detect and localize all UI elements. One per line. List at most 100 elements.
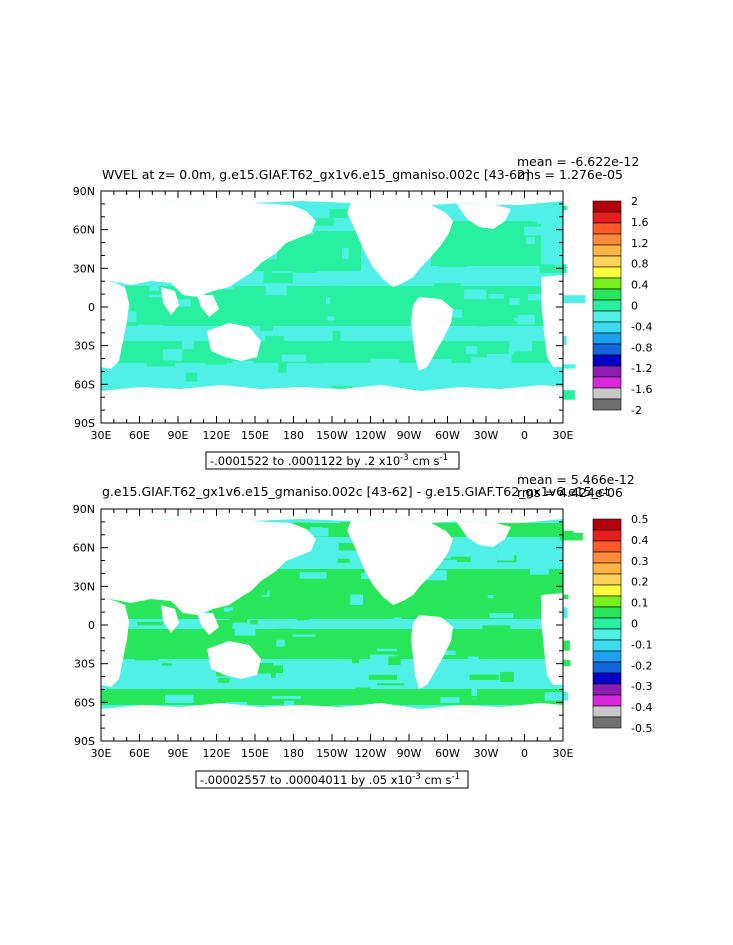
field-cell [326, 285, 343, 298]
y-tick-label: 60S [74, 696, 95, 709]
field-cell [329, 208, 349, 218]
field-cell [313, 377, 321, 385]
colorbar-swatch [592, 398, 622, 411]
colorbar-swatch [592, 683, 622, 696]
field-cell [148, 294, 173, 298]
field-cell [331, 560, 357, 566]
field-cell [134, 653, 159, 661]
field-cell [318, 311, 341, 315]
field-cell [496, 305, 522, 312]
panel-2-colorbar: 0.5 0.4 0.3 0.2 0.1 0 -0.1 -0.2 -0.3 -0.4 -0.5 [592, 513, 652, 735]
field-cell [271, 670, 276, 678]
field-cell [345, 288, 353, 300]
field-cell [487, 595, 494, 599]
colorbar-swatch [592, 606, 622, 619]
field-cell [526, 236, 536, 244]
colorbar-swatch [592, 540, 622, 553]
field-cell [451, 334, 460, 340]
field-cell [504, 236, 509, 248]
field-cell [185, 372, 198, 382]
field-cell [509, 298, 520, 307]
field-cell [263, 273, 293, 284]
field-cell [368, 674, 397, 680]
y-tick-label: 60S [74, 378, 95, 391]
x-tick-label: 90W [397, 747, 422, 760]
field-cell [489, 613, 514, 618]
colorbar-label: 1.6 [631, 216, 649, 229]
y-tick-label: 60N [73, 542, 95, 555]
positive-region [101, 629, 563, 659]
panel-2-range-exponent: -3 [412, 772, 420, 782]
field-cell [452, 245, 466, 255]
colorbar-label: 0.1 [631, 597, 649, 610]
colorbar-swatch [592, 694, 622, 707]
colorbar-label: 0.5 [631, 513, 649, 526]
field-cell [547, 204, 562, 212]
colorbar-label: 0.2 [631, 576, 649, 589]
field-cell [137, 621, 163, 626]
colorbar-swatch [592, 650, 622, 663]
field-cell [171, 615, 190, 619]
x-tick-label: 60W [435, 429, 460, 442]
field-cell [321, 525, 348, 528]
field-cell [312, 690, 331, 697]
field-cell [341, 248, 349, 259]
field-cell [467, 668, 474, 672]
colorbar-label: 0.4 [631, 534, 649, 547]
field-cell [302, 652, 309, 659]
field-cell [562, 205, 567, 211]
colorbar-label: -0.2 [631, 659, 652, 672]
field-cell [161, 663, 172, 666]
colorbar-label: 0.3 [631, 555, 649, 568]
colorbar-label: -0.5 [631, 722, 652, 735]
field-cell [436, 258, 466, 266]
colorbar-label: -0.4 [631, 320, 652, 333]
field-cell [434, 283, 461, 293]
field-cell [162, 349, 183, 361]
panel-1-mean: mean = -6.622e-12 [517, 154, 639, 169]
field-cell [313, 556, 343, 561]
field-cell [356, 679, 363, 688]
panel-1-range-unit-exponent: -1 [440, 453, 448, 463]
y-tick-label: 90S [74, 417, 95, 430]
colorbar-label: 0.4 [631, 279, 649, 292]
colorbar-swatch [592, 233, 622, 246]
field-cell [326, 578, 351, 584]
y-tick-label: 90N [73, 503, 95, 516]
x-tick-label: 120W [355, 747, 387, 760]
field-cell [195, 328, 203, 334]
field-cell [304, 218, 334, 226]
field-cell [514, 570, 524, 578]
field-cell [151, 299, 167, 302]
colorbar-swatch [592, 376, 622, 389]
y-tick-label: 30N [73, 580, 95, 593]
panel-2-range-unit: cm s [421, 773, 452, 787]
field-cell [196, 641, 215, 647]
panel-1-range-exponent: -3 [400, 453, 408, 463]
panel-1-axes: 30E 60E 90E 120E 150E 180 150W 120W 90W 60W 30W 0 30… [73, 185, 574, 442]
field-cell [559, 533, 583, 541]
x-tick-label: 90E [168, 747, 189, 760]
field-cell [172, 345, 195, 355]
field-cell [465, 571, 476, 576]
field-cell [182, 339, 194, 350]
field-cell [215, 300, 222, 304]
field-cell [256, 663, 274, 674]
x-tick-label: 120E [203, 747, 231, 760]
colorbar-swatch [592, 617, 622, 630]
field-cell [338, 542, 366, 551]
colorbar-label: 2 [631, 195, 638, 208]
field-cell [299, 572, 327, 579]
y-tick-label: 60N [73, 224, 95, 237]
panel-1-range-text: -.0001522 to .0001122 by .2 x10 [210, 454, 400, 468]
field-cell [208, 313, 222, 317]
field-cell [443, 610, 452, 617]
colorbar-swatch [592, 321, 622, 334]
colorbar-swatch [592, 255, 622, 268]
field-cell [303, 527, 329, 537]
field-cell [164, 622, 193, 626]
field-cell [334, 218, 362, 227]
field-cell [250, 620, 258, 625]
field-cell [296, 328, 307, 336]
y-tick-label: 0 [88, 619, 95, 632]
